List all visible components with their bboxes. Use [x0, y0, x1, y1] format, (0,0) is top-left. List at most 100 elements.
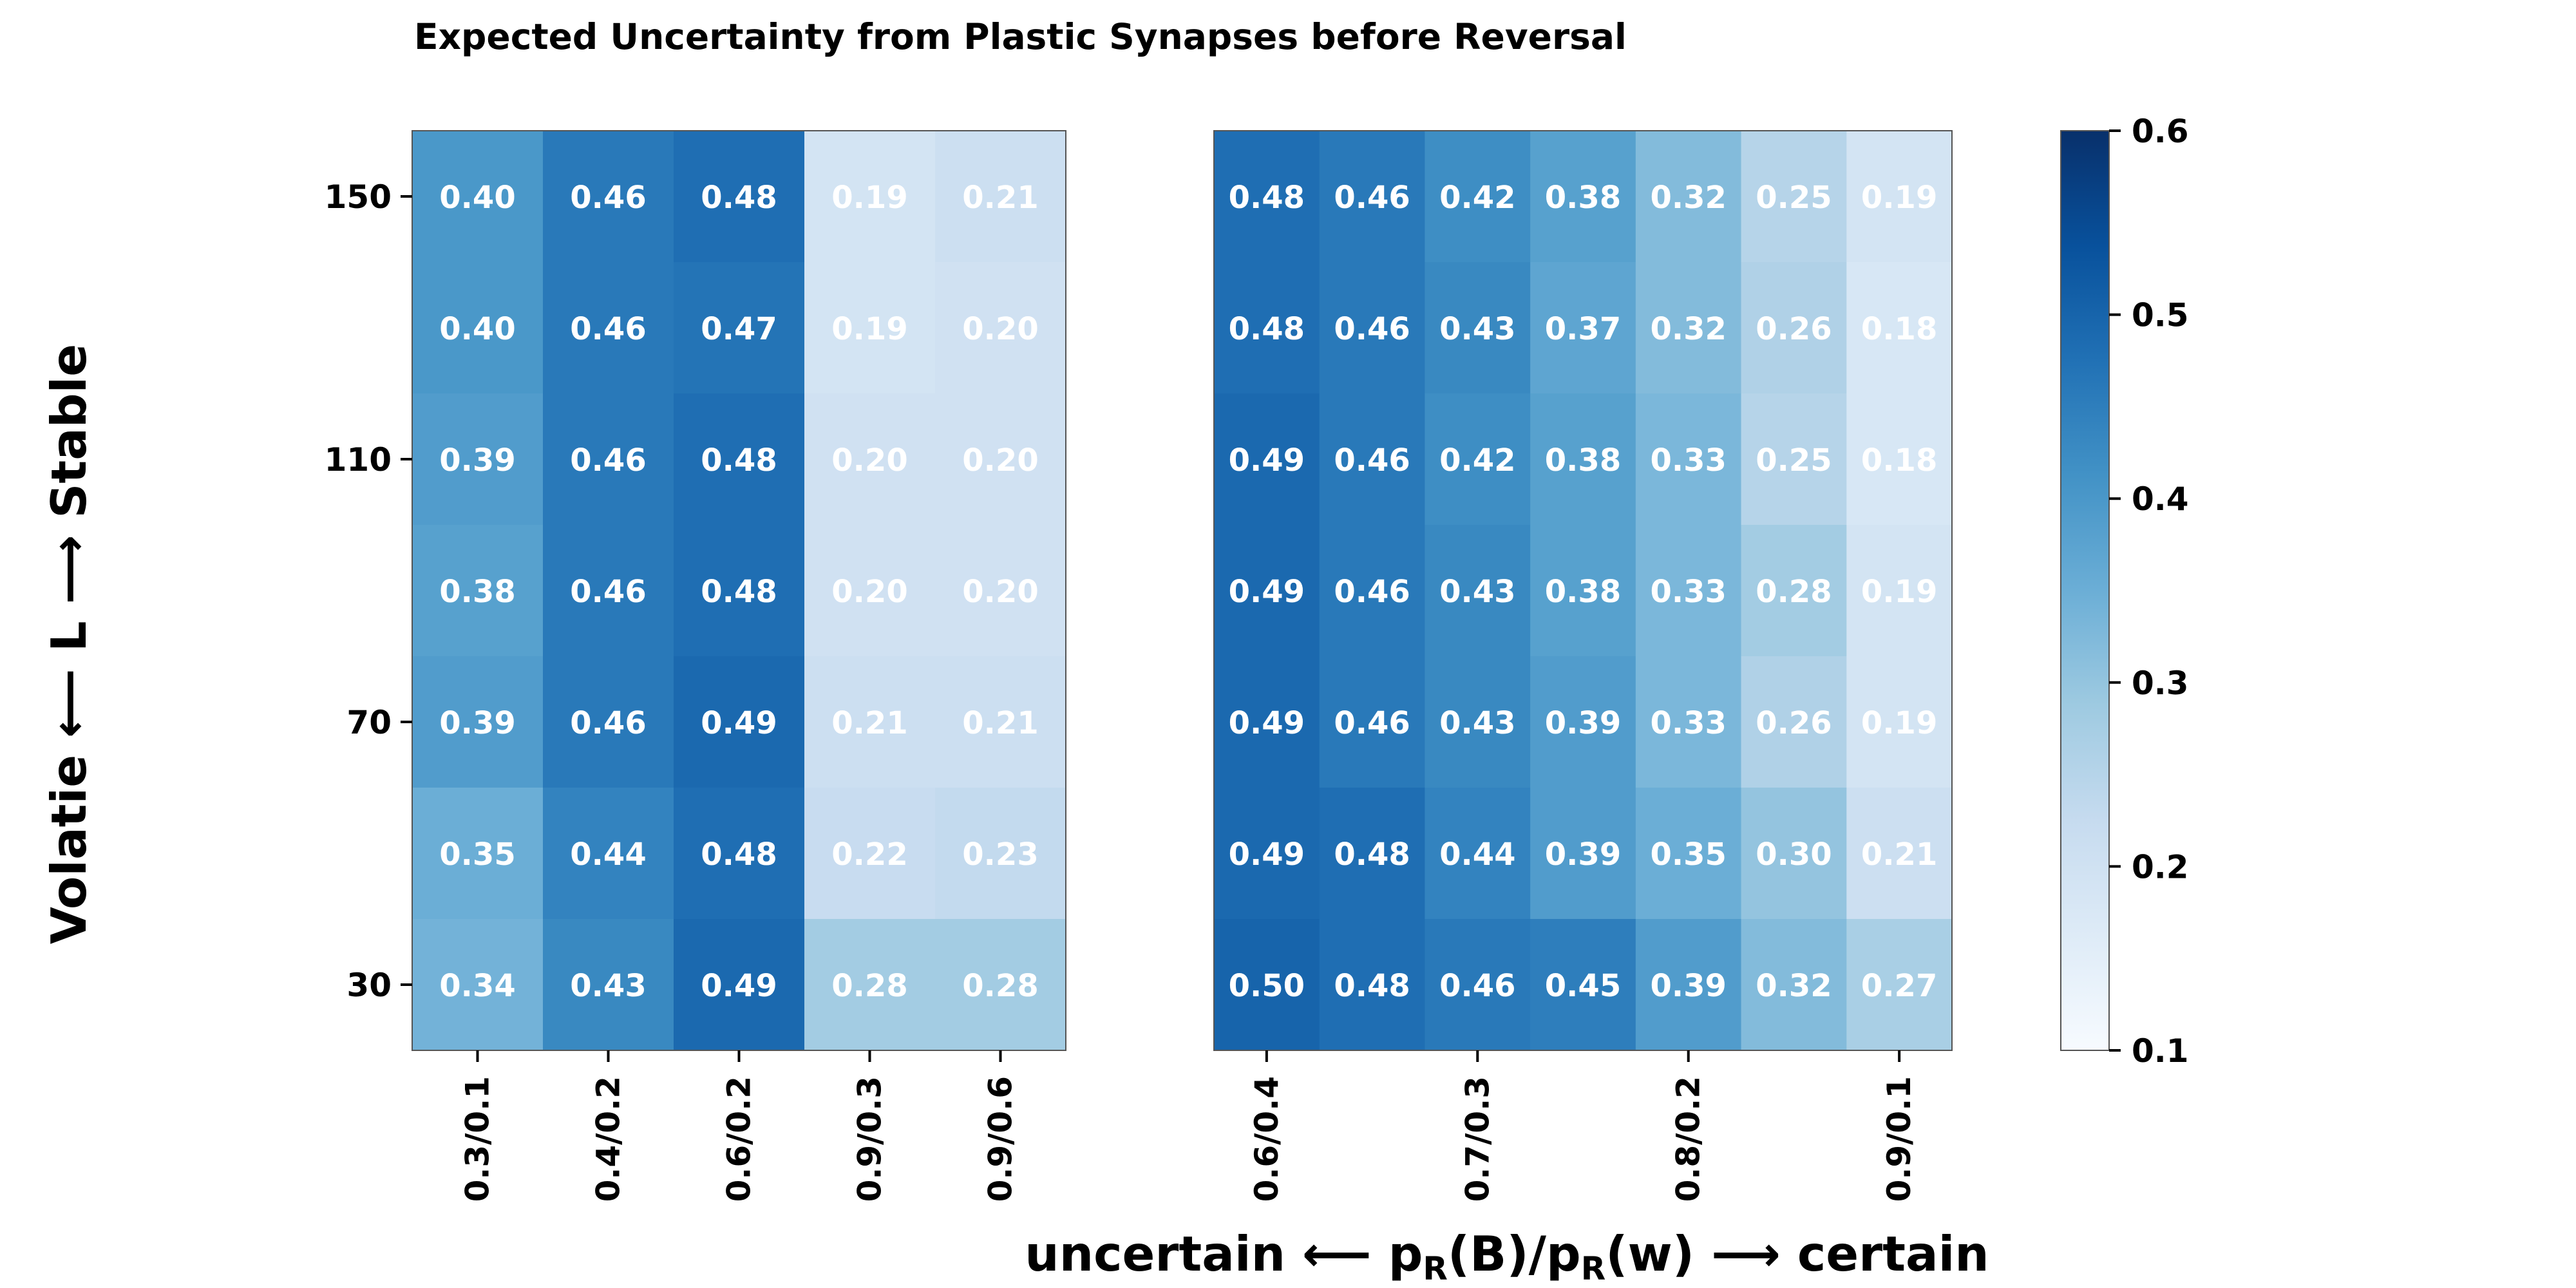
heatmap-cell	[1319, 525, 1426, 657]
heatmap-cell	[1319, 788, 1426, 920]
heatmap-cell	[674, 131, 805, 263]
cell-value-label: 0.48	[701, 180, 777, 216]
colorbar-tick-label: 0.1	[2132, 1032, 2189, 1070]
heatmap-cell	[1319, 393, 1426, 526]
cell-value-label: 0.39	[439, 705, 515, 741]
heatmap-cell	[1530, 262, 1636, 394]
cell-value-label: 0.26	[1756, 311, 1832, 347]
cell-value-label: 0.49	[1229, 574, 1305, 610]
heatmap-cell	[1425, 393, 1531, 526]
heatmap-cell	[1425, 656, 1531, 788]
cell-value-label: 0.21	[962, 180, 1038, 216]
heatmap-cell	[804, 788, 936, 920]
cell-value-label: 0.38	[1545, 180, 1621, 216]
cell-value-label: 0.38	[439, 574, 515, 610]
right-heatmap-panel: 0.48 0.46 0.42 0.38 0.32 0.25 0.19 0.48 0.46 0.43…	[1213, 130, 1953, 1202]
heatmap-cell	[1741, 919, 1847, 1051]
cell-value-label: 0.45	[1545, 968, 1621, 1004]
cell-value-label: 0.39	[439, 442, 515, 478]
heatmap-cell	[1741, 393, 1847, 526]
cell-value-label: 0.46	[570, 442, 646, 478]
heatmap-cell	[1635, 919, 1742, 1051]
heatmap-cell	[412, 919, 544, 1051]
heatmap-cell	[674, 656, 805, 788]
cell-value-label: 0.30	[1756, 837, 1832, 873]
cell-value-label: 0.26	[1756, 705, 1832, 741]
x-tick-label: 0.3/0.1	[459, 1076, 497, 1202]
heatmap-cell	[1846, 656, 1953, 788]
colorbar-tick-label: 0.2	[2132, 848, 2189, 886]
colorbar-tick-label: 0.4	[2132, 480, 2189, 518]
heatmap-cell	[1530, 393, 1636, 526]
heatmap-cell	[1741, 262, 1847, 394]
heatmap-cell	[1214, 656, 1320, 788]
cell-value-label: 0.35	[439, 837, 515, 873]
y-tick-label: 70	[346, 704, 392, 741]
heatmap-cell	[935, 919, 1066, 1051]
chart-title: Expected Uncertainty from Plastic Synaps…	[414, 16, 1627, 57]
cell-value-label: 0.48	[1229, 311, 1305, 347]
heatmap-cell	[935, 525, 1066, 657]
cell-value-label: 0.39	[1650, 968, 1726, 1004]
cell-value-label: 0.42	[1439, 442, 1515, 478]
cell-value-label: 0.44	[570, 837, 646, 873]
cell-value-label: 0.46	[1334, 705, 1410, 741]
cell-value-label: 0.32	[1650, 311, 1726, 347]
heatmap-cell	[674, 393, 805, 526]
colorbar-tick-label: 0.6	[2132, 113, 2189, 150]
heatmap-cell	[543, 919, 674, 1051]
heatmap-cell	[1319, 656, 1426, 788]
colorbar-tick-label: 0.5	[2132, 297, 2189, 334]
heatmap-cell	[804, 131, 936, 263]
cell-value-label: 0.37	[1545, 311, 1621, 347]
cell-value-label: 0.42	[1439, 180, 1515, 216]
cell-value-label: 0.27	[1861, 968, 1937, 1004]
cell-value-label: 0.33	[1650, 574, 1726, 610]
cell-value-label: 0.32	[1650, 180, 1726, 216]
cell-value-label: 0.21	[962, 705, 1038, 741]
cell-value-label: 0.43	[1439, 311, 1515, 347]
heatmap-cell	[1635, 393, 1742, 526]
cell-value-label: 0.46	[570, 311, 646, 347]
heatmap-cell	[1214, 525, 1320, 657]
heatmap-cell	[1741, 788, 1847, 920]
heatmap-cell	[1846, 788, 1953, 920]
x-tick-label: 0.9/0.3	[851, 1076, 889, 1202]
cell-value-label: 0.48	[1229, 180, 1305, 216]
y-axis: 150 110 70 30	[325, 178, 412, 1004]
cell-value-label: 0.28	[1756, 574, 1832, 610]
cell-value-label: 0.20	[962, 311, 1038, 347]
heatmap-cell	[1319, 262, 1426, 394]
heatmap-cell	[1425, 262, 1531, 394]
x-axis-label: uncertain ⟵ pR(B)/pR(w) ⟶ certain	[1025, 1226, 1989, 1287]
heatmap-cell	[1635, 131, 1742, 263]
x-tick-label: 0.8/0.2	[1670, 1076, 1707, 1202]
cell-value-label: 0.19	[1861, 705, 1937, 741]
heatmap-cell	[412, 262, 544, 394]
cell-value-label: 0.28	[831, 968, 907, 1004]
x-axis-label-sub1: R	[1423, 1250, 1448, 1287]
y-tick-label: 110	[325, 441, 392, 478]
cell-value-label: 0.21	[831, 705, 907, 741]
heatmap-cell	[543, 788, 674, 920]
heatmap-cell	[804, 393, 936, 526]
heatmap-cell	[1530, 656, 1636, 788]
cell-value-label: 0.48	[701, 837, 777, 873]
heatmap-cell	[1530, 788, 1636, 920]
cell-value-label: 0.33	[1650, 705, 1726, 741]
cell-value-label: 0.33	[1650, 442, 1726, 478]
cell-value-label: 0.46	[570, 574, 646, 610]
cell-value-label: 0.19	[831, 311, 907, 347]
cell-value-label: 0.46	[570, 180, 646, 216]
cell-value-label: 0.46	[1439, 968, 1515, 1004]
x-tick-label: 0.6/0.2	[721, 1076, 758, 1202]
x-tick-label: 0.9/0.6	[982, 1076, 1019, 1202]
cell-value-label: 0.43	[1439, 705, 1515, 741]
panel-frame	[1213, 130, 1953, 1051]
heatmap-cell	[1319, 131, 1426, 263]
x-tick-label: 0.4/0.2	[590, 1076, 627, 1202]
cell-value-label: 0.49	[1229, 837, 1305, 873]
heatmap-cell	[674, 525, 805, 657]
heatmap-cell	[1846, 262, 1953, 394]
